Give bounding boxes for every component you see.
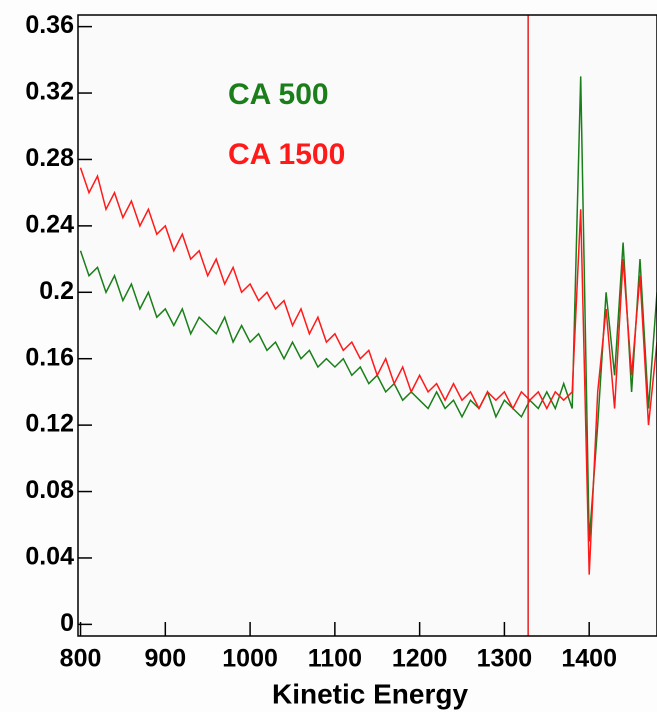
y-tick-label: 0.24: [25, 210, 74, 238]
y-tick-label: 0.2: [39, 277, 74, 305]
y-tick-label: 0: [60, 609, 74, 637]
x-tick-label: 1300: [477, 645, 533, 673]
y-tick-label: 0.32: [25, 78, 74, 106]
x-tick-label: 1000: [222, 645, 278, 673]
y-tick-label: 0.36: [25, 11, 74, 39]
x-tick-label: 1400: [561, 645, 617, 673]
y-tick-label: 0.16: [25, 343, 74, 371]
data-line: [79, 76, 657, 542]
x-tick-label: 900: [144, 645, 186, 673]
data-line: [79, 167, 657, 575]
y-tick-label: 0.04: [25, 543, 74, 571]
legend-entry: CA 500: [228, 78, 329, 111]
x-tick-label: 1200: [392, 645, 448, 673]
x-tick-label: 1100: [308, 645, 362, 673]
y-tick-label: 0.12: [25, 410, 74, 438]
plot-area: [78, 15, 657, 636]
legend-entry: CA 1500: [228, 138, 345, 171]
plot-frame: [77, 14, 657, 637]
x-axis-label: Kinetic Energy: [272, 678, 468, 709]
x-tick-label: 800: [60, 645, 102, 673]
y-tick-label: 0.08: [25, 476, 74, 504]
y-tick-label: 0.28: [25, 144, 74, 172]
